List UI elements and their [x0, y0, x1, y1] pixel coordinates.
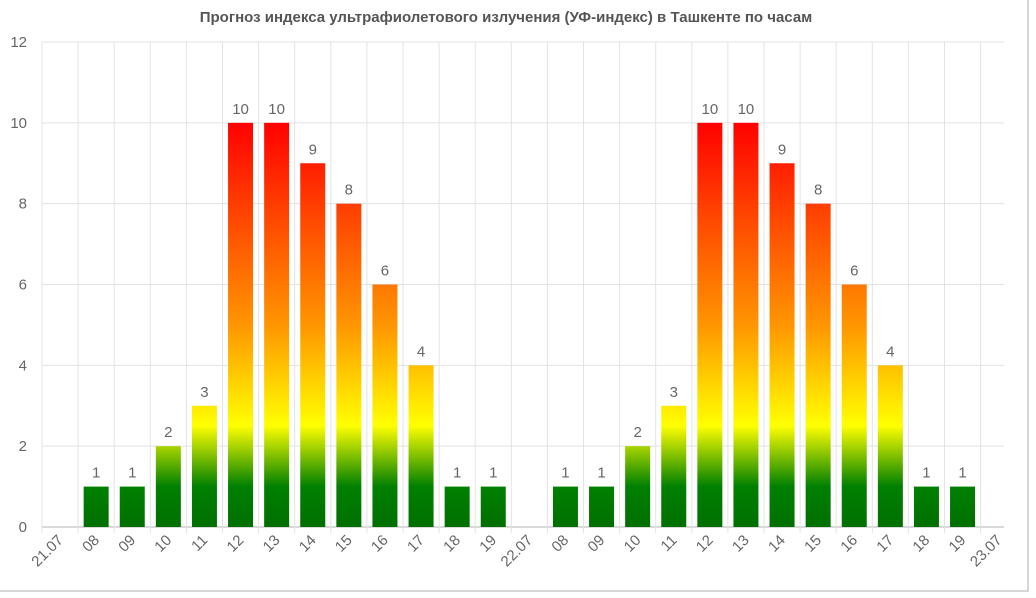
- y-tick-label: 4: [19, 357, 27, 374]
- grid: [41, 41, 1004, 533]
- data-label: 1: [128, 465, 136, 482]
- bar: [589, 486, 615, 527]
- data-label: 1: [92, 465, 100, 482]
- bar: [877, 365, 903, 527]
- data-label: 8: [814, 182, 822, 199]
- data-label: 1: [561, 465, 569, 482]
- data-label: 10: [702, 101, 719, 118]
- data-label: 2: [633, 424, 641, 441]
- y-tick-label: 2: [19, 438, 27, 455]
- x-tick-label: 15: [801, 532, 825, 556]
- data-label: 10: [232, 101, 249, 118]
- bar: [119, 486, 145, 527]
- x-tick-label: 14: [765, 532, 789, 556]
- y-tick-label: 12: [10, 34, 27, 51]
- bar: [191, 405, 217, 527]
- data-label: 1: [453, 465, 461, 482]
- x-tick-label: 08: [548, 532, 572, 556]
- data-label: 1: [958, 465, 966, 482]
- x-tick-label: 21.07: [28, 532, 67, 571]
- y-tick-label: 6: [19, 277, 27, 294]
- bar: [661, 405, 687, 527]
- x-tick-label: 18: [440, 532, 464, 556]
- data-label: 1: [489, 465, 497, 482]
- bar: [228, 122, 254, 527]
- data-label: 9: [778, 141, 786, 158]
- bar: [697, 122, 723, 527]
- data-label: 1: [922, 465, 930, 482]
- data-label: 1: [597, 465, 605, 482]
- bar: [625, 446, 651, 527]
- x-tick-label: 15: [332, 532, 356, 556]
- bar: [300, 163, 326, 527]
- bar: [336, 203, 362, 527]
- bar: [913, 486, 939, 527]
- bar: [83, 486, 109, 527]
- x-tick-label: 18: [909, 532, 933, 556]
- bar: [805, 203, 831, 527]
- y-tick-label: 10: [10, 115, 27, 132]
- chart-title: Прогноз индекса ультрафиолетового излуче…: [200, 9, 813, 26]
- x-tick-label: 13: [260, 532, 284, 556]
- x-tick-label: 17: [873, 532, 897, 556]
- data-label: 4: [886, 343, 894, 360]
- bars: [83, 122, 976, 527]
- bar: [841, 284, 867, 527]
- x-tick-label: 09: [115, 532, 139, 556]
- x-tick-label: 19: [476, 532, 500, 556]
- data-label: 10: [268, 101, 285, 118]
- bar: [733, 122, 759, 527]
- data-label: 6: [850, 263, 858, 280]
- x-tick-label: 10: [151, 532, 175, 556]
- data-label: 2: [164, 424, 172, 441]
- x-tick-label: 11: [658, 532, 681, 555]
- bar: [264, 122, 290, 527]
- bar: [372, 284, 398, 527]
- bar: [480, 486, 506, 527]
- data-label: 9: [309, 141, 317, 158]
- x-tick-label: 16: [837, 532, 861, 556]
- x-tick-label: 17: [404, 532, 428, 556]
- data-labels: 1 1 2 3 10 10 9 8 6 4 1 1 1 1 2 3 10 10 9 8 6 4 1 1: [92, 101, 967, 482]
- x-tick-label: 09: [585, 532, 609, 556]
- x-tick-label: 08: [79, 532, 103, 556]
- data-label: 8: [345, 182, 353, 199]
- x-tick-label: 23.07: [967, 532, 1006, 571]
- x-tick-label: 12: [693, 532, 717, 556]
- bar: [155, 446, 181, 527]
- bar: [444, 486, 470, 527]
- x-tick-label: 14: [296, 532, 320, 556]
- x-tick-label: 11: [188, 532, 211, 555]
- y-tick-label: 8: [19, 196, 27, 213]
- data-label: 10: [738, 101, 755, 118]
- data-label: 6: [381, 263, 389, 280]
- x-tick-label: 10: [621, 532, 645, 556]
- x-tick-label: 16: [368, 532, 392, 556]
- x-tick-label: 12: [224, 532, 248, 556]
- bar: [950, 486, 976, 527]
- data-label: 3: [200, 384, 208, 401]
- x-tick-label: 22.07: [498, 532, 537, 571]
- x-tick-label: 13: [729, 532, 753, 556]
- y-axis-ticks: 0 2 4 6 8 10 12: [10, 34, 27, 536]
- y-tick-label: 0: [19, 519, 27, 536]
- data-label: 3: [670, 384, 678, 401]
- bar: [769, 163, 795, 527]
- bar: [408, 365, 434, 527]
- data-label: 4: [417, 343, 425, 360]
- bar: [552, 486, 578, 527]
- x-tick-label: 19: [946, 532, 970, 556]
